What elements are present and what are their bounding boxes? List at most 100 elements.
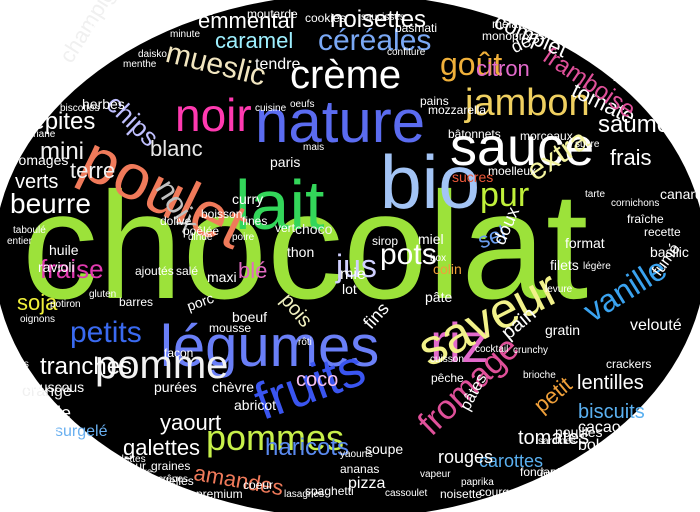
cloud-word: entier: [7, 236, 33, 247]
cloud-word: mais: [303, 142, 325, 153]
cloud-word: barbecue: [90, 19, 132, 30]
cloud-word: blé: [238, 258, 268, 283]
cloud-word: cuisson: [430, 354, 464, 365]
cloud-word: riz: [430, 311, 490, 374]
cloud-word: ancienne: [0, 95, 41, 106]
cloud-word: jus: [336, 248, 377, 284]
cloud-word: cuisine: [255, 103, 287, 114]
cloud-word: pains: [420, 94, 449, 108]
cloud-word: saumon: [598, 111, 684, 138]
cloud-word: blanc: [150, 136, 203, 161]
cloud-word: oignons: [20, 314, 56, 325]
cloud-word: morceaux: [520, 129, 573, 143]
cloud-word: recette: [644, 225, 681, 239]
cloud-word: lot: [342, 281, 357, 297]
cloud-word: orange: [22, 383, 72, 400]
cloud-word: moelleux: [488, 164, 537, 178]
cloud-word: pépites: [18, 108, 96, 135]
cloud-word: citron: [476, 56, 530, 81]
cloud-word: frais: [610, 145, 652, 170]
cloud-word: tagliatelles: [137, 474, 194, 488]
cloud-word: tomates: [518, 427, 590, 449]
cloud-word: légère: [583, 261, 611, 272]
cloud-word: biscuits: [578, 401, 645, 423]
cloud-word: choco: [295, 221, 333, 237]
cloud-word: sucres: [452, 169, 494, 185]
cloud-word: carrefour: [98, 459, 147, 473]
cloud-word: crunchy: [513, 345, 549, 356]
cloud-word: barres: [119, 295, 154, 309]
cloud-word: crème: [290, 53, 402, 97]
cloud-word: minute: [170, 29, 201, 40]
cloud-word: basilic: [650, 244, 689, 260]
cloud-word: box: [430, 253, 447, 264]
cloud-word: biscottes: [60, 103, 100, 114]
cloud-word: verts: [15, 171, 59, 193]
cloud-word: paris: [270, 154, 301, 170]
cloud-word: boeuf: [232, 309, 268, 325]
cloud-word: mozzarella: [428, 103, 487, 117]
cloud-word: blancs: [0, 359, 29, 370]
cloud-word: taboulé: [13, 225, 46, 236]
cloud-word: tendre: [255, 56, 301, 73]
cloud-word: daisko: [138, 49, 167, 60]
cloud-word: poivre: [60, 469, 88, 480]
cloud-word: tarte: [585, 189, 606, 200]
cloud-word: yaourts: [340, 449, 373, 460]
cloud-word: velouté: [630, 317, 682, 334]
cloud-word: sandwich: [590, 21, 632, 32]
cloud-word: miel: [418, 231, 444, 247]
cloud-word: ananas: [340, 462, 380, 476]
cloud-word: petits: [70, 316, 142, 349]
cloud-word: pommes: [206, 417, 345, 458]
cloud-word: format: [565, 235, 605, 251]
cloud-word: mini: [40, 138, 85, 165]
cloud-word: herbes: [82, 96, 125, 112]
cloud-word: abricot: [234, 397, 277, 413]
cloud-word: filets: [550, 257, 579, 273]
cloud-word: yaourt: [160, 410, 222, 435]
cloud-word: bâtonnets: [448, 127, 501, 141]
cloud-word: chèvre: [212, 379, 255, 395]
cloud-word: lait: [235, 166, 325, 244]
cloud-word: terre: [70, 158, 116, 183]
cloud-word: potiron: [50, 299, 81, 310]
cloud-word: pêche: [431, 371, 464, 385]
cloud-word: levure: [545, 284, 573, 295]
cloud-word: sucre: [575, 139, 600, 150]
cloud-word: hachés: [172, 502, 205, 512]
cloud-word: ravioli: [38, 259, 75, 275]
cloud-word: caramel: [215, 28, 294, 53]
cloud-word: boisson: [201, 207, 243, 221]
cloud-word: haricots: [265, 434, 350, 461]
cloud-word: pâte: [425, 289, 453, 305]
cloud-word: huile: [49, 242, 79, 258]
cloud-word: fines: [242, 214, 268, 228]
cloud-word: beurre: [10, 188, 91, 219]
cloud-word: lentilles: [577, 372, 644, 394]
cloud-word: basmati: [395, 21, 438, 35]
cloud-word: surgelés: [566, 19, 612, 33]
cloud-word: mangue: [645, 99, 689, 113]
cloud-word: moutarde: [247, 7, 298, 21]
cloud-word: monoprix: [482, 29, 532, 43]
cloud-word: purées: [154, 379, 197, 395]
cloud-word: coeur: [243, 478, 274, 492]
cloud-word: salade: [18, 403, 72, 423]
cloud-word: volaille: [511, 487, 542, 498]
cloud-word: fraîche: [627, 212, 664, 226]
cloud-word: cacao: [578, 419, 621, 436]
cloud-word: rouges: [438, 447, 494, 467]
cloud-word: cassoulet: [385, 488, 428, 499]
cloud-word: menthe: [123, 59, 157, 70]
cloud-word: douceur: [654, 420, 691, 431]
cloud-word: fromages: [10, 152, 69, 168]
cloud-word: confiture: [387, 47, 426, 58]
cloud-word: galettes: [123, 435, 201, 460]
cloud-word: bio: [380, 140, 481, 224]
cloud-word: pomme: [95, 343, 229, 387]
cloud-word: soja: [17, 290, 58, 315]
cloud-word: nouilles: [555, 424, 603, 440]
cloud-word: spaghetti: [305, 484, 354, 498]
